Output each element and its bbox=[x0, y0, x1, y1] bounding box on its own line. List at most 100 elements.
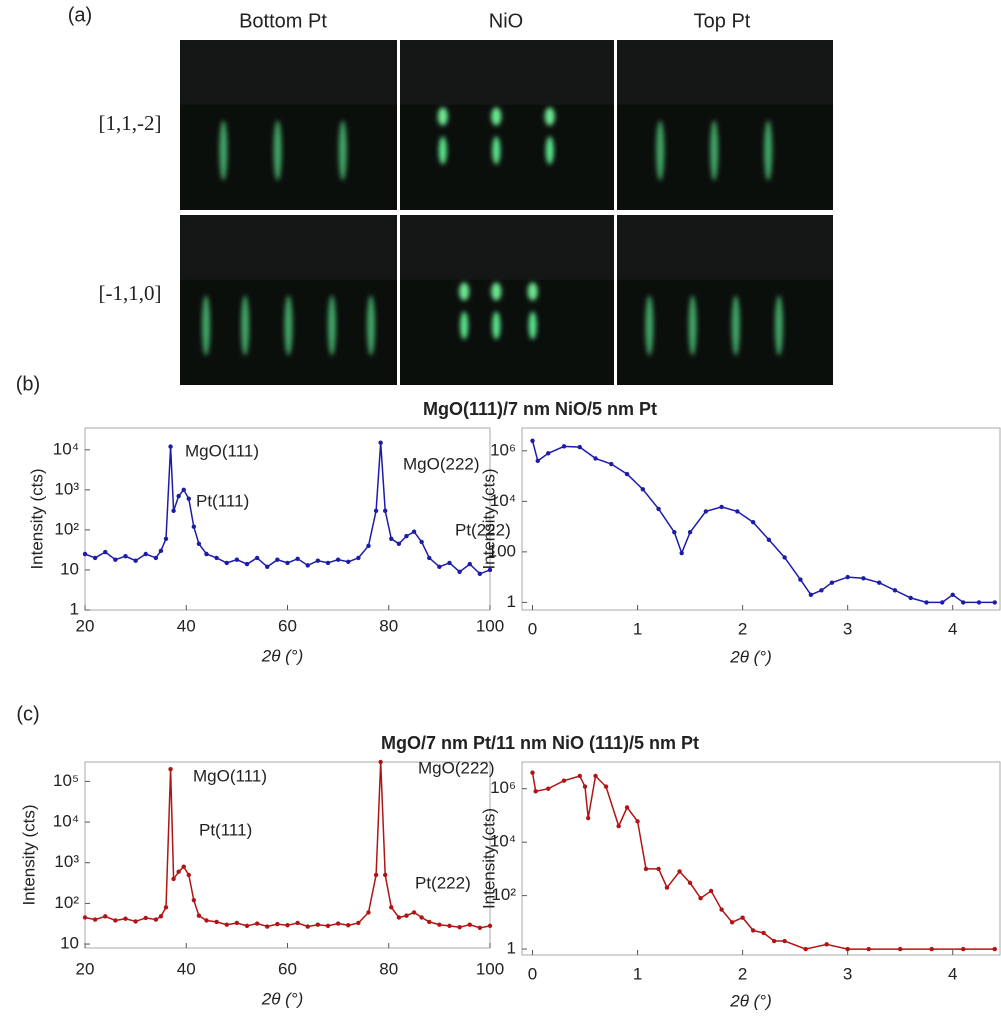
panel-label: (a) bbox=[68, 4, 92, 26]
section-title: MgO/7 nm Pt/11 nm NiO (111)/5 nm Pt bbox=[381, 733, 699, 753]
data-point bbox=[234, 920, 240, 926]
data-point bbox=[168, 766, 173, 772]
data-point bbox=[305, 563, 310, 568]
y-tick-label: 100 bbox=[488, 541, 516, 560]
data-point bbox=[191, 524, 197, 529]
panel-label: (b) bbox=[16, 373, 40, 395]
x-tick-label: 100 bbox=[476, 616, 504, 635]
data-line bbox=[531, 772, 995, 950]
data-point bbox=[214, 919, 219, 925]
x-tick-label: 80 bbox=[379, 959, 398, 978]
rheed-shadow bbox=[400, 40, 614, 105]
data-point bbox=[530, 438, 535, 443]
data-point bbox=[477, 925, 483, 931]
data-point bbox=[467, 561, 472, 567]
x-tick-label: 20 bbox=[76, 959, 95, 978]
y-tick-label: 1 bbox=[507, 592, 516, 611]
data-point bbox=[897, 946, 903, 952]
data-point bbox=[158, 548, 164, 554]
data-point bbox=[335, 557, 341, 562]
data-point bbox=[123, 554, 128, 559]
data-point bbox=[892, 588, 898, 593]
y-tick-label: 10² bbox=[54, 519, 79, 538]
data-point bbox=[366, 910, 371, 915]
rheed-streak bbox=[438, 136, 447, 165]
x-axis-label: 2θ (°) bbox=[729, 991, 772, 1010]
data-point bbox=[677, 869, 682, 874]
peak-annotation: MgO(111) bbox=[193, 766, 267, 785]
rheed-shadow bbox=[400, 215, 614, 280]
rheed-streak bbox=[688, 295, 697, 356]
data-point bbox=[305, 924, 310, 929]
x-tick-label: 100 bbox=[476, 959, 504, 978]
data-point bbox=[113, 557, 118, 562]
data-point bbox=[672, 530, 677, 535]
data-point bbox=[244, 923, 250, 929]
data-point bbox=[908, 595, 913, 601]
data-point bbox=[487, 923, 493, 929]
data-point bbox=[254, 555, 260, 561]
data-point bbox=[593, 456, 598, 461]
data-point bbox=[244, 561, 250, 567]
y-tick-label: 1 bbox=[70, 599, 79, 618]
data-point bbox=[427, 555, 432, 561]
data-point bbox=[176, 493, 181, 499]
data-point bbox=[782, 938, 787, 944]
rheed-streak bbox=[492, 311, 501, 340]
y-tick-label: 10⁴ bbox=[490, 491, 516, 510]
rheed-streak bbox=[327, 295, 336, 356]
rheed-streak bbox=[492, 136, 501, 165]
data-point bbox=[275, 557, 280, 562]
x-tick-label: 40 bbox=[177, 616, 196, 635]
data-point bbox=[356, 555, 361, 561]
data-point bbox=[389, 536, 394, 541]
x-tick-label: 1 bbox=[633, 619, 642, 638]
x-tick-label: 0 bbox=[528, 619, 537, 638]
data-point bbox=[616, 823, 621, 829]
rheed-shadow bbox=[180, 40, 397, 105]
data-point bbox=[729, 920, 735, 925]
data-point bbox=[803, 946, 808, 952]
data-point bbox=[204, 918, 209, 923]
row-label: [1,1,-2] bbox=[99, 111, 162, 135]
data-line bbox=[531, 440, 995, 604]
data-point bbox=[285, 923, 290, 928]
data-point bbox=[378, 759, 383, 765]
rheed-shadow bbox=[617, 215, 833, 280]
y-tick-label: 10 bbox=[60, 934, 79, 953]
data-point bbox=[546, 451, 551, 456]
y-tick-label: 10² bbox=[54, 893, 79, 912]
data-point bbox=[819, 588, 824, 593]
data-point bbox=[992, 600, 997, 605]
x-tick-label: 3 bbox=[843, 619, 852, 638]
data-point bbox=[687, 530, 693, 535]
data-point bbox=[447, 560, 452, 566]
data-point bbox=[186, 872, 191, 878]
x-tick-label: 60 bbox=[278, 616, 297, 635]
data-point bbox=[761, 930, 766, 936]
rheed-streak bbox=[338, 120, 347, 181]
data-point bbox=[609, 461, 614, 467]
data-point bbox=[643, 866, 649, 872]
panel-label: (c) bbox=[16, 703, 39, 725]
rheed-shadow bbox=[180, 215, 397, 280]
data-point bbox=[383, 872, 388, 878]
data-point bbox=[366, 543, 371, 549]
data-point bbox=[176, 869, 181, 874]
data-point bbox=[530, 770, 535, 775]
data-point bbox=[254, 921, 260, 926]
data-point bbox=[824, 942, 829, 947]
data-point bbox=[798, 577, 803, 582]
data-point bbox=[163, 536, 169, 541]
data-point bbox=[546, 786, 551, 791]
data-point bbox=[234, 557, 240, 562]
data-point bbox=[275, 921, 280, 927]
data-point bbox=[577, 773, 582, 779]
data-point bbox=[181, 864, 186, 869]
data-point bbox=[457, 924, 462, 930]
y-tick-label: 10⁴ bbox=[53, 439, 79, 458]
data-point bbox=[396, 915, 402, 920]
data-point bbox=[103, 549, 108, 555]
data-point bbox=[373, 508, 379, 513]
rheed-streak bbox=[460, 311, 469, 340]
